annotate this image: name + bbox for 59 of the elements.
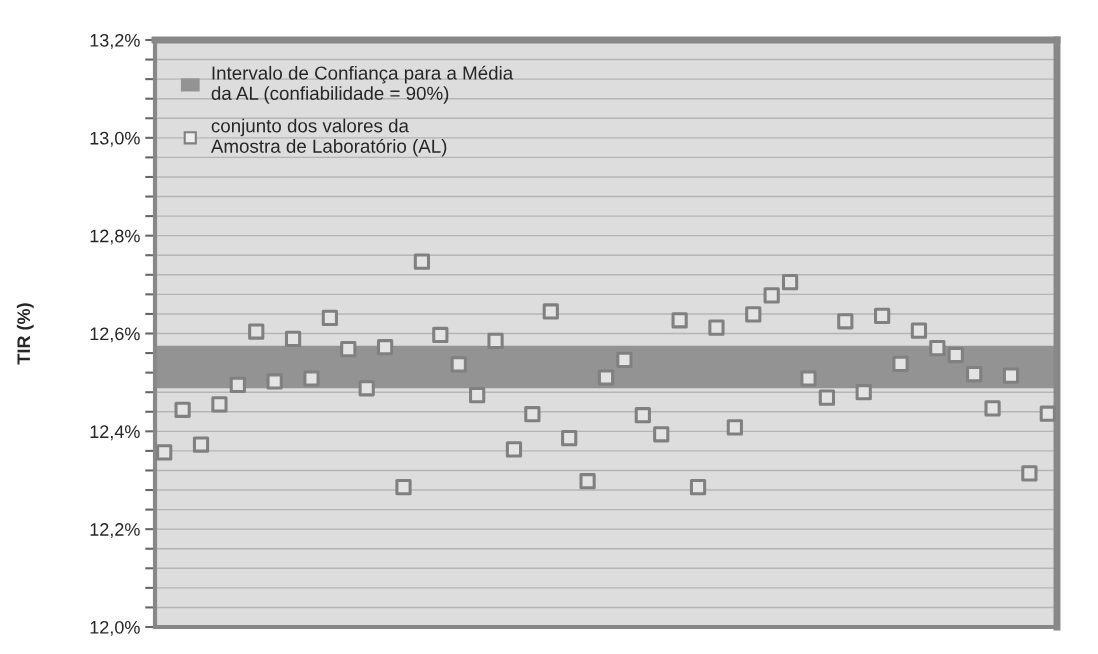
point [542,303,559,320]
point [708,319,725,336]
point [174,401,191,418]
point [1021,465,1038,482]
point [248,323,265,340]
point [487,332,504,349]
point [450,356,467,373]
point [837,313,854,330]
y-tick-label: 12,2% [90,523,140,539]
point [855,384,872,401]
point [376,339,394,356]
point [616,351,633,369]
point [966,365,983,383]
point [432,326,449,344]
point [910,322,928,339]
point [745,306,762,323]
point [1002,367,1020,384]
y-tick-label: 13,2% [90,33,140,49]
point [763,287,780,304]
point [726,419,743,436]
point [395,478,412,496]
point [653,426,670,443]
point [211,396,228,413]
legend-label: conjunto dos valores da Amostra de Laboratório (AL) [210,118,447,157]
point [929,340,946,357]
point [284,330,302,347]
point [266,373,283,390]
point [561,430,578,447]
point [358,380,375,397]
legend-label: Intervalo de Confiança para a Média da AL (confiabilidade = 90%) [211,65,514,104]
y-tick-label: 12,4% [90,425,140,441]
point [818,389,836,406]
point [1039,405,1056,422]
point [597,369,615,386]
point [781,274,799,291]
point [156,444,173,461]
point [579,473,596,490]
point [505,441,523,458]
point [469,387,486,404]
point [524,406,541,423]
point [303,370,320,387]
point [340,341,357,358]
y-tick-label: 12,8% [90,229,140,245]
y-axis-title: TIR (%) [16,303,34,365]
point [413,253,431,270]
point [321,309,338,326]
y-tick-label: 12,6% [90,327,140,343]
point [892,355,909,372]
point [800,370,817,387]
point [229,376,246,393]
point [689,478,707,496]
y-tick-label: 13,0% [90,131,140,147]
point [984,400,1001,417]
point [874,307,891,325]
point [192,436,210,453]
y-tick-label: 12,0% [90,620,140,636]
point [947,346,964,364]
point [671,312,688,329]
point [634,407,651,424]
